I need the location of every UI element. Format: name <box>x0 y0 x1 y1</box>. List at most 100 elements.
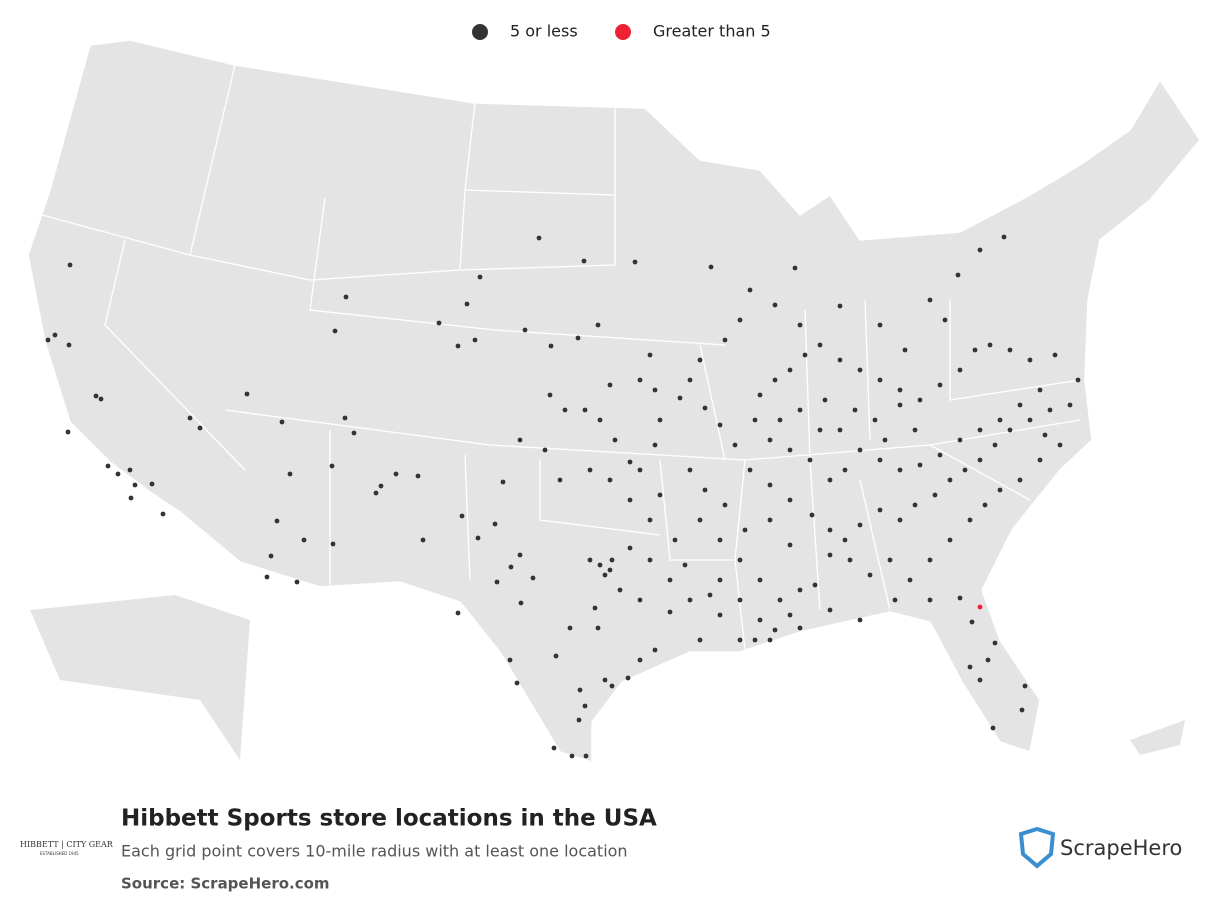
store-point <box>587 557 593 563</box>
store-point <box>373 490 379 496</box>
store-point <box>1001 234 1007 240</box>
store-point <box>737 597 743 603</box>
legend: 5 or less Greater than 5 <box>472 22 771 41</box>
store-point <box>732 442 738 448</box>
store-point <box>902 347 908 353</box>
store-point <box>809 512 815 518</box>
store-point <box>652 387 658 393</box>
store-point <box>892 597 898 603</box>
store-point <box>982 502 988 508</box>
store-point <box>518 600 524 606</box>
store-point <box>597 417 603 423</box>
store-point <box>575 335 581 341</box>
store-point <box>702 405 708 411</box>
store-point <box>757 617 763 623</box>
legend-label: Greater than 5 <box>653 22 771 41</box>
store-point <box>837 427 843 433</box>
store-point <box>459 513 465 519</box>
store-point <box>65 429 71 435</box>
state-borders <box>41 64 1081 651</box>
publisher-logo <box>1018 826 1056 869</box>
store-point <box>897 517 903 523</box>
store-points <box>45 234 1081 759</box>
store-point <box>1007 347 1013 353</box>
store-point <box>927 297 933 303</box>
store-point <box>977 677 983 683</box>
store-point <box>393 471 399 477</box>
title: Hibbett Sports store locations in the US… <box>121 806 657 832</box>
store-point <box>687 377 693 383</box>
store-point <box>837 357 843 363</box>
store-point <box>717 577 723 583</box>
store-point <box>569 753 575 759</box>
store-point <box>530 575 536 581</box>
store-point <box>517 437 523 443</box>
store-point <box>557 477 563 483</box>
store-point <box>576 717 582 723</box>
store-point <box>98 396 104 402</box>
store-point <box>160 511 166 517</box>
store-point <box>932 492 938 498</box>
store-point <box>752 417 758 423</box>
store-point <box>955 272 961 278</box>
store-point <box>787 447 793 453</box>
store-point <box>105 463 111 469</box>
store-point <box>857 522 863 528</box>
store-point <box>877 457 883 463</box>
store-point <box>957 367 963 373</box>
store-point <box>957 437 963 443</box>
store-point <box>582 703 588 709</box>
store-point <box>494 579 500 585</box>
store-point <box>772 627 778 633</box>
publisher-name: ScrapeHero <box>1060 836 1182 860</box>
store-point <box>927 557 933 563</box>
store-point <box>301 537 307 543</box>
hawaii <box>1130 720 1185 755</box>
store-point <box>687 597 693 603</box>
store-point <box>577 687 583 693</box>
store-point <box>857 447 863 453</box>
store-point <box>1037 387 1043 393</box>
store-point <box>609 683 615 689</box>
store-point <box>827 607 833 613</box>
store-point <box>847 557 853 563</box>
store-point <box>607 567 613 573</box>
store-point <box>436 320 442 326</box>
store-point <box>997 417 1003 423</box>
store-point <box>827 477 833 483</box>
store-point <box>597 562 603 568</box>
store-point <box>542 447 548 453</box>
store-point <box>492 521 498 527</box>
store-point <box>992 640 998 646</box>
store-point <box>1027 417 1033 423</box>
store-point <box>827 552 833 558</box>
legend-swatch <box>472 24 488 40</box>
store-point <box>415 473 421 479</box>
store-point <box>607 477 613 483</box>
store-point <box>767 482 773 488</box>
store-point <box>342 415 348 421</box>
store-point <box>351 430 357 436</box>
subtitle: Each grid point covers 10-mile radius wi… <box>121 842 628 861</box>
store-point <box>777 417 783 423</box>
store-point <box>548 343 554 349</box>
store-point <box>244 391 250 397</box>
store-point <box>767 637 773 643</box>
store-point <box>967 517 973 523</box>
store-point <box>567 625 573 631</box>
store-point <box>45 337 51 343</box>
store-point <box>268 553 274 559</box>
store-point <box>667 577 673 583</box>
store-point <box>937 382 943 388</box>
store-point <box>722 502 728 508</box>
legend-label: 5 or less <box>510 22 578 41</box>
store-point <box>772 377 778 383</box>
store-point <box>627 497 633 503</box>
store-point <box>582 407 588 413</box>
store-point <box>264 574 270 580</box>
store-point <box>627 545 633 551</box>
store-point <box>343 294 349 300</box>
store-point <box>697 637 703 643</box>
store-point <box>992 442 998 448</box>
store-point <box>907 577 913 583</box>
